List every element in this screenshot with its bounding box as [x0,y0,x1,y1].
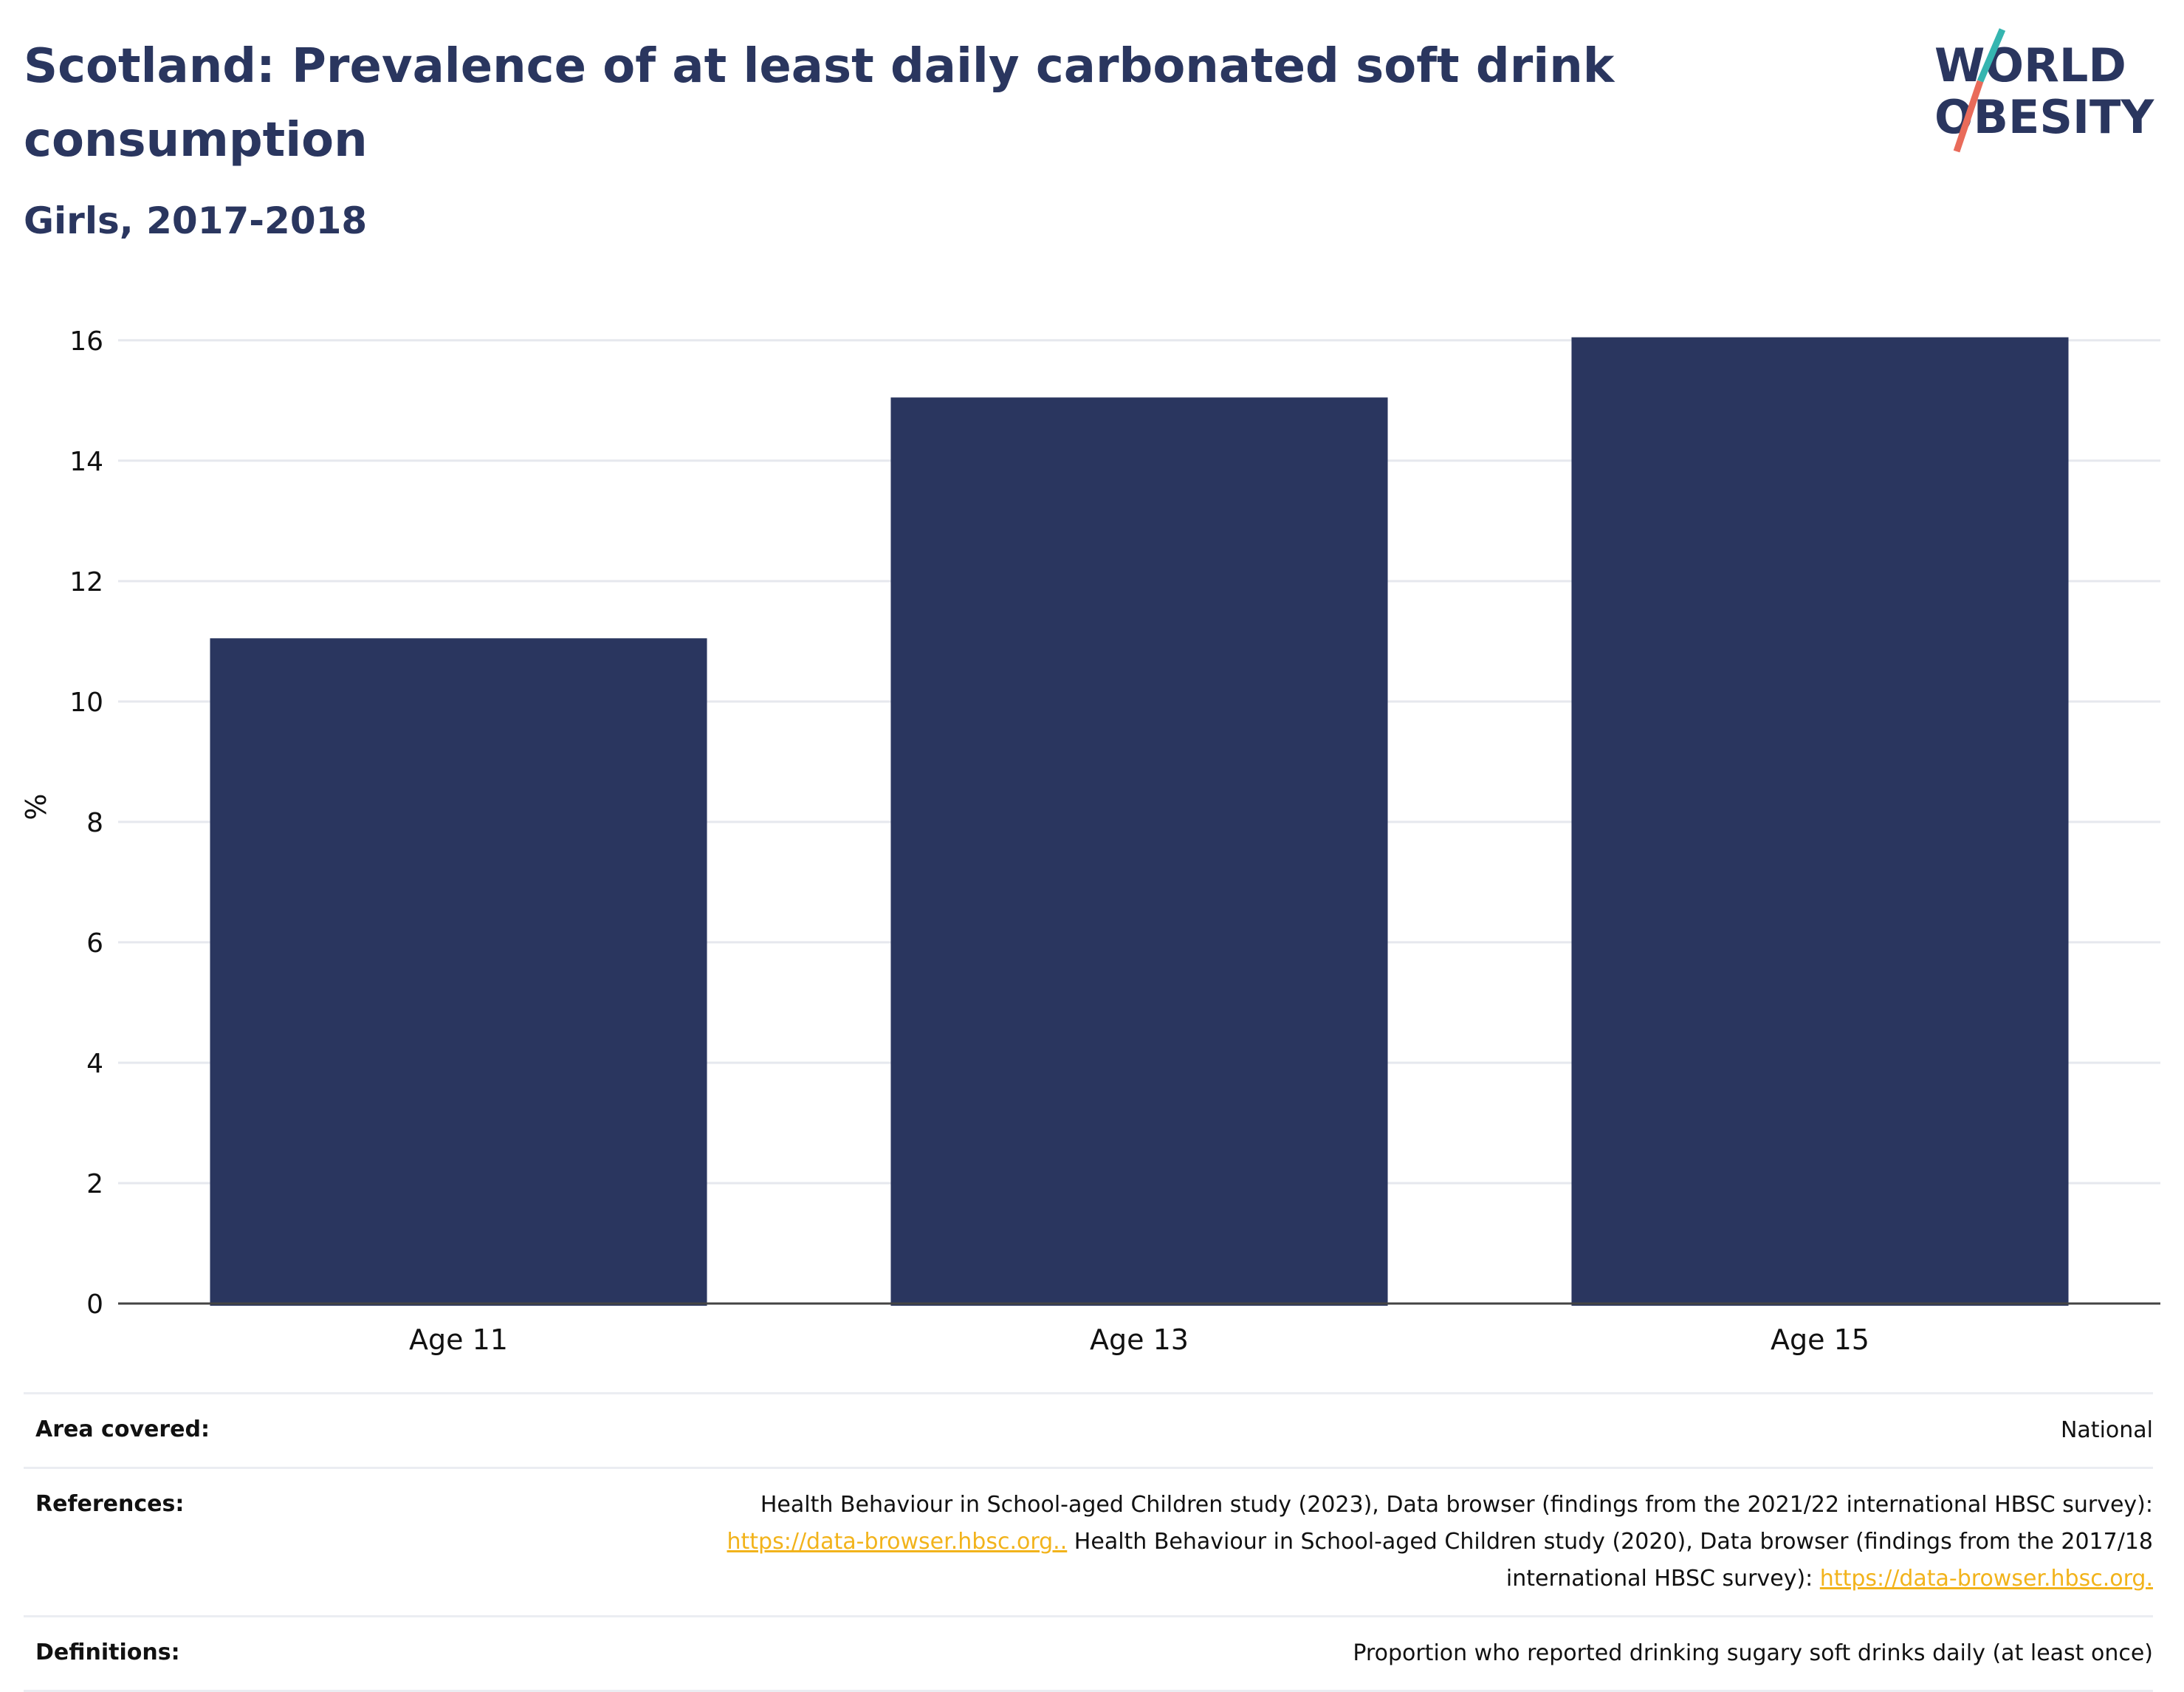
x-tick-labels: Age 11 Age 13 Age 15 [409,1323,1869,1356]
y-tick-label: 16 [69,326,103,357]
y-tick-labels: 0 2 4 6 8 10 12 14 16 [69,326,103,1320]
y-tick-label: 4 [86,1049,103,1079]
x-tick-label: Age 11 [409,1323,508,1356]
area-value: National [2060,1417,2153,1443]
area-row: Area covered: National [24,1392,2153,1467]
y-tick-label: 8 [86,808,103,838]
y-axis-label: % [20,793,52,820]
y-tick-label: 6 [86,928,103,959]
y-tick-label: 0 [86,1289,103,1320]
bar-age-11 [210,638,707,1306]
ref-link-2[interactable]: https://data-browser.hbsc.org. [1819,1566,2153,1592]
y-tick-label: 2 [86,1169,103,1199]
ref-text-3: international HBSC survey): [1505,1566,1820,1592]
y-tick-label: 10 [69,688,103,718]
logo-line1: WORLD [1934,38,2126,92]
logo-slash-coral [1953,80,1984,153]
bar-chart: 0 2 4 6 8 10 12 14 16 Age 11 Age 13 Age 15 % [20,326,2160,1356]
logo-slash-teal [1977,28,2006,83]
area-label: Area covered: [35,1417,210,1442]
definitions-value: Proportion who reported drinking sugary … [1353,1640,2153,1666]
x-tick-label: Age 13 [1090,1323,1189,1356]
bars [210,337,2069,1306]
definitions-label: Definitions: [35,1640,180,1665]
chart-subtitle: Girls, 2017-2018 [24,199,368,242]
definitions-row: Definitions: Proportion who reported dri… [24,1615,2153,1692]
bar-age-13 [890,397,1388,1306]
y-tick-label: 14 [69,447,103,477]
world-obesity-logo: WORLD OBESITY [1934,28,2154,153]
references-label: References: [35,1491,185,1517]
references-row: References: Health Behaviour in School-a… [24,1467,2153,1615]
chart-title: Scotland: Prevalence of at least daily c… [24,39,1615,168]
y-tick-label: 12 [69,567,103,597]
info-table: Area covered: National References: Healt… [24,1392,2153,1692]
bar-age-15 [1571,337,2069,1306]
ref-text-1: Health Behaviour in School-aged Children… [760,1492,2153,1518]
references-value: Health Behaviour in School-aged Children… [437,1487,2153,1597]
ref-link-1[interactable]: https://data-browser.hbsc.org.. [727,1529,1068,1555]
x-tick-label: Age 15 [1771,1323,1869,1356]
ref-text-2: Health Behaviour in School-aged Children… [1067,1529,2153,1555]
